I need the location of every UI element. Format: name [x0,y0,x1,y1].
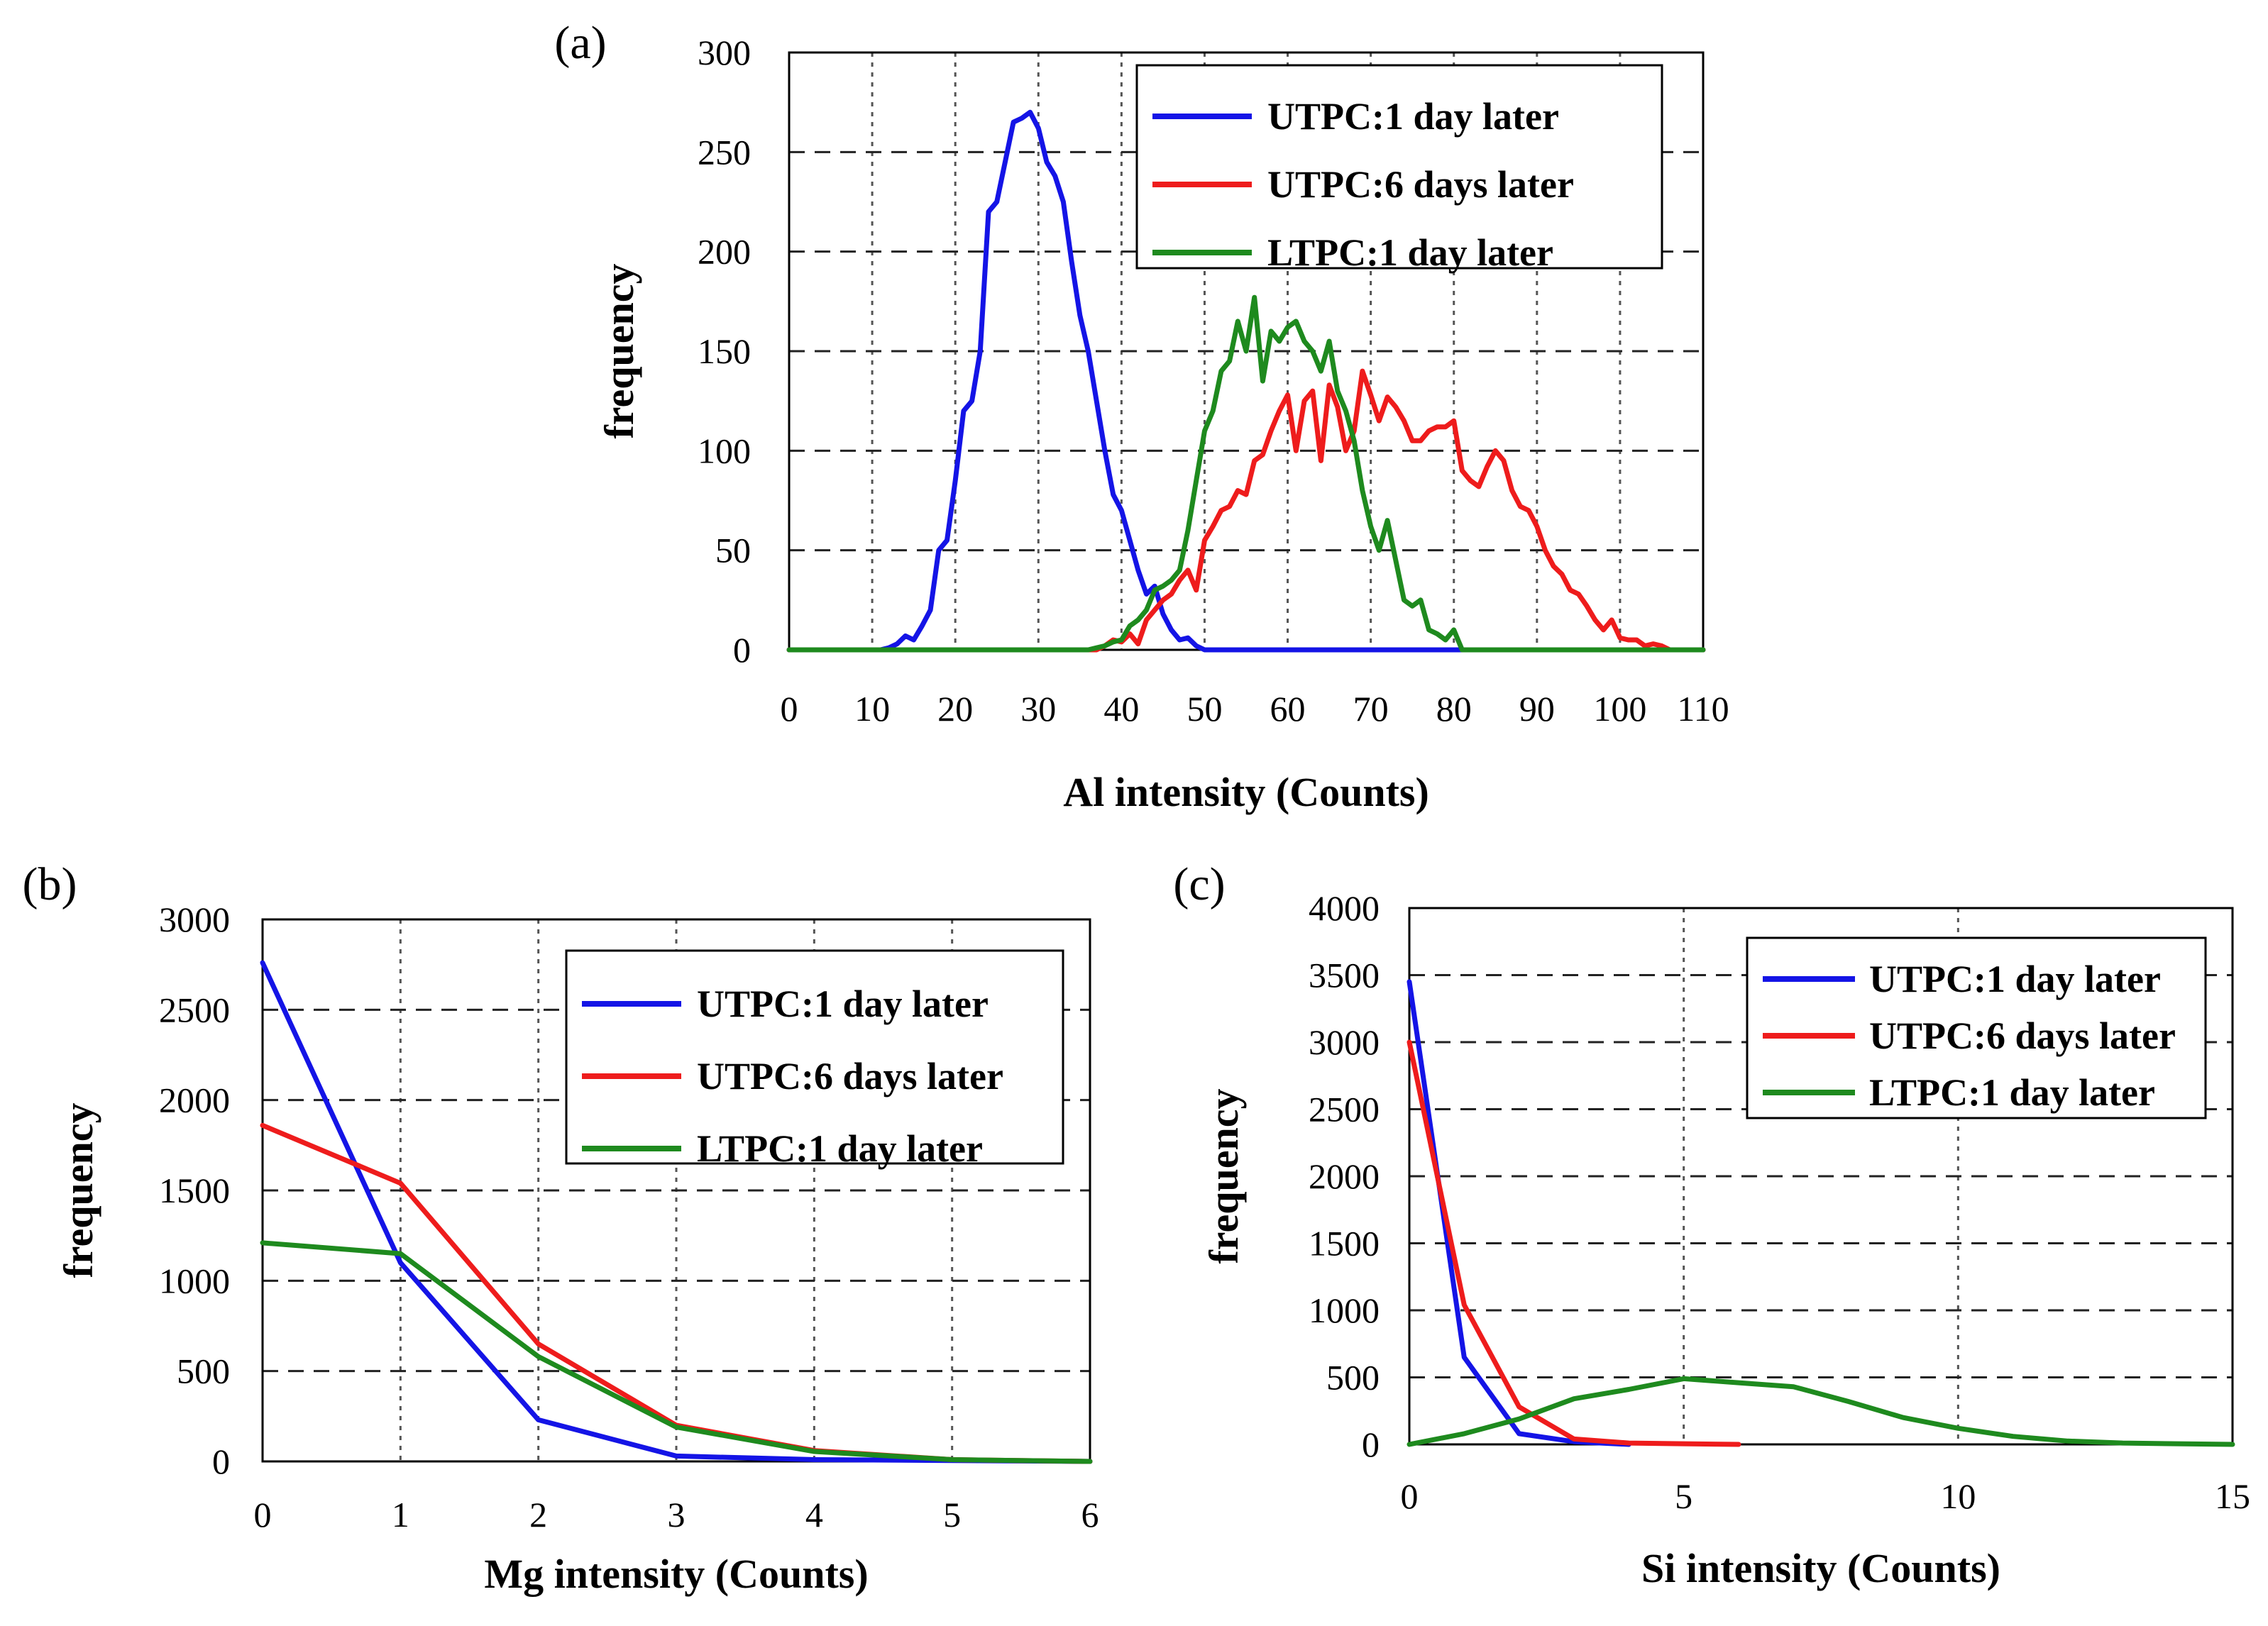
y-tick-label: 3000 [159,900,230,939]
series-line [786,368,1706,653]
y-tick-label: 200 [698,232,751,272]
x-tick-label: 30 [1020,689,1056,729]
series-line [260,1122,1093,1464]
y-tick-label: 250 [698,132,751,172]
x-tick-label: 110 [1677,689,1729,729]
x-tick-label: 10 [1940,1476,1976,1516]
x-tick-label: 80 [1436,689,1472,729]
x-tick-label: 15 [2215,1476,2250,1516]
plot-frame [1408,907,2234,1446]
series-line [786,109,1706,653]
series-line [1407,1376,2235,1447]
x-tick-label: 6 [1081,1495,1099,1534]
x-tick-label: 60 [1270,689,1306,729]
x-tick-label: 2 [529,1495,547,1534]
y-tick-label: 2500 [1309,1090,1380,1129]
panel-label: (b) [23,858,77,910]
x-tick-label: 1 [392,1495,409,1534]
series-line [260,1240,1093,1464]
x-tick-label: 3 [668,1495,686,1534]
y-tick-label: 2000 [159,1080,230,1120]
x-tick-label: 70 [1353,689,1389,729]
legend-label: UTPC:6 days later [697,1055,1003,1097]
y-tick-label: 4000 [1309,888,1380,928]
y-tick-label: 500 [1326,1358,1380,1398]
x-tick-label: 0 [781,689,798,729]
chart-c: 0 5 10 15 0 500 1000 1500 2000 2500 3000 3500 4000 Si… [1173,858,2250,1591]
y-tick-label: 100 [698,431,751,470]
x-tick-label: 4 [805,1495,823,1534]
x-tick-label: 0 [1401,1476,1419,1516]
x-tick-label: 5 [943,1495,961,1534]
y-tick-label: 2000 [1309,1156,1380,1196]
series-line [1407,979,1631,1447]
series-line [1407,1039,1741,1447]
panel-label: (c) [1173,858,1225,910]
x-tick-label: 0 [254,1495,272,1534]
legend-label: UTPC:1 day later [1267,95,1559,138]
y-tick-label: 500 [177,1351,230,1391]
legend-label: UTPC:6 days later [1267,163,1574,206]
y-tick-label: 1000 [159,1261,230,1300]
series-line [786,294,1706,653]
legend-box [1746,936,2207,1119]
y-tick-label: 2500 [159,990,230,1029]
y-axis-label: frequency [55,1102,101,1278]
y-tick-label: 0 [1362,1425,1380,1464]
y-tick-label: 300 [698,33,751,72]
y-tick-label: 1500 [1309,1224,1380,1263]
legend-label: LTPC:1 day later [697,1127,983,1170]
x-tick-label: 50 [1187,689,1222,729]
y-tick-label: 0 [733,630,751,670]
y-tick-label: 3000 [1309,1022,1380,1062]
x-tick-label: 90 [1519,689,1555,729]
legend-box [565,949,1064,1165]
x-axis-label: Mg intensity (Counts) [484,1551,868,1597]
y-axis-label: frequency [1201,1088,1247,1263]
x-axis-label: Al intensity (Counts) [1063,769,1429,815]
legend-box [1135,64,1663,270]
y-tick-label: 3500 [1309,956,1380,995]
y-tick-label: 150 [698,331,751,371]
legend-label: UTPC:1 day later [697,983,989,1025]
legend-label: UTPC:1 day later [1869,958,2161,1000]
x-tick-label: 10 [854,689,890,729]
y-tick-label: 50 [715,531,751,570]
x-tick-label: 20 [937,689,973,729]
y-axis-label: frequency [596,263,642,438]
x-tick-label: 5 [1675,1476,1692,1516]
y-tick-label: 1000 [1309,1290,1380,1330]
chart-b: 0 1 2 3 4 5 6 0 500 1000 1500 2000 2500 3000 Mg intens… [23,858,1099,1597]
x-axis-label: Si intensity (Counts) [1641,1545,2000,1591]
y-tick-label: 1500 [159,1171,230,1210]
y-tick-label: 0 [212,1442,230,1481]
chart-a: 0 10 20 30 40 50 60 70 80 90 100 110 0 50 100 150 200 250… [554,17,1729,815]
plot-frame [261,918,1091,1463]
panel-label: (a) [554,17,606,69]
x-tick-label: 40 [1103,689,1139,729]
legend-label: LTPC:1 day later [1267,231,1553,274]
legend-label: LTPC:1 day later [1869,1071,2155,1114]
legend-label: UTPC:6 days later [1869,1014,2176,1057]
x-tick-label: 100 [1593,689,1646,729]
